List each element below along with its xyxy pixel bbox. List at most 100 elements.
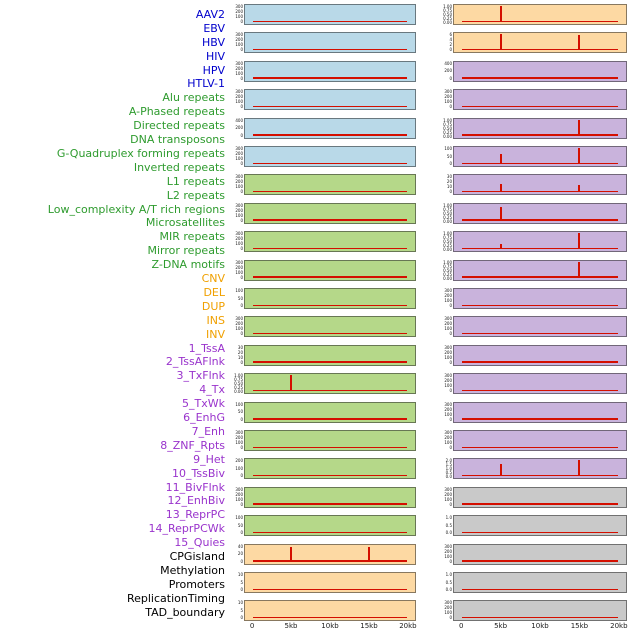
x-axis-tick-right-20kb: 20kb: [610, 622, 628, 630]
y-tick-label: 200: [444, 548, 452, 554]
y-tick-label: 300: [235, 32, 243, 38]
signal-panel-5_TxWk: 30 20 10 0: [447, 174, 627, 196]
signal-baseline: [252, 474, 408, 477]
y-tick-label: 300: [235, 174, 243, 180]
signal-baseline: [461, 389, 619, 392]
x-axis-tick-left-5kb: 5kb: [284, 622, 298, 630]
signal-baseline: [461, 105, 619, 108]
y-axis-tick-labels: 300 200 100 0: [228, 317, 243, 336]
y-tick-label: 300: [235, 430, 243, 435]
y-tick-label: 300: [235, 259, 243, 265]
y-tick-label: 10: [446, 184, 452, 190]
y-tick-label: 1.00: [443, 259, 452, 265]
y-tick-label: 1.00: [443, 231, 452, 237]
x-axis-tick-right-10kb: 10kb: [531, 622, 549, 630]
signal-baseline: [461, 332, 619, 335]
y-tick-label: 0: [449, 359, 452, 365]
signal-baseline: [461, 474, 619, 477]
signal-panel-Alu repeats: 300 200 100 0: [235, 174, 416, 196]
signal-spike-15kb: [577, 119, 580, 136]
y-tick-label: 300: [235, 231, 243, 237]
y-tick-label: 10: [237, 572, 243, 577]
y-tick-label: 100: [235, 42, 243, 48]
y-tick-label: 50: [446, 153, 452, 159]
y-tick-label: 200: [444, 321, 452, 327]
track-label-HTLV-1: HTLV-1: [187, 77, 225, 91]
y-tick-label: 0: [240, 303, 243, 308]
y-tick-label: 300: [235, 202, 243, 208]
y-tick-label: 0.25: [443, 16, 452, 21]
y-tick-label: 0.25: [443, 129, 452, 135]
y-tick-label: 200: [444, 491, 452, 497]
signal-baseline: [252, 560, 408, 562]
y-tick-label: 0.00: [443, 218, 452, 224]
y-tick-label: 200: [235, 151, 243, 156]
y-tick-label: 200: [235, 94, 243, 100]
track-label-DEL: DEL: [203, 285, 225, 299]
y-tick-label: 100: [444, 553, 452, 559]
signal-spike-5kb: [290, 546, 293, 562]
signal-baseline: [252, 162, 408, 164]
signal-baseline: [252, 48, 408, 51]
track-label-14_ReprPCWk: 14_ReprPCWk: [148, 522, 225, 536]
y-tick-label: 0.25: [234, 385, 243, 391]
signal-panel-Methylation: 1.0 0.5 0.0: [446, 515, 627, 537]
signal-baseline: [461, 361, 619, 363]
y-tick-label: 300: [444, 89, 452, 95]
y-axis-tick-labels: 30 20 10 0: [228, 345, 243, 365]
y-tick-label: 0: [449, 388, 452, 394]
y-tick-label: 20: [237, 551, 243, 557]
y-axis-tick-labels: 300 200 100 0: [437, 374, 452, 393]
y-tick-label: 0.50: [443, 267, 452, 273]
y-axis-tick-labels: 300 200 100 0: [437, 90, 452, 109]
y-axis-tick-labels: 300 200 100 0: [228, 90, 243, 109]
x-axis-tick-left-0: 0: [249, 622, 255, 630]
y-tick-label: 100: [444, 298, 452, 303]
signal-spike-5kb: [500, 154, 503, 164]
y-tick-label: 0: [449, 75, 452, 81]
y-tick-label: 100: [235, 70, 243, 76]
track-label-HBV: HBV: [201, 35, 225, 49]
y-axis-tick-labels: 1.0 0.5 0.0: [437, 516, 452, 535]
y-tick-label: 0.00: [234, 389, 243, 395]
y-tick-label: 50: [237, 522, 243, 528]
signal-panel-L1 repeats: 30 20 10 0: [238, 344, 416, 366]
y-tick-label: 300: [235, 316, 243, 322]
signal-spike-5kb: [500, 464, 503, 477]
y-tick-label: 100: [444, 354, 452, 360]
x-axis-tick-right-15kb: 15kb: [570, 622, 589, 630]
signal-panel-L2 repeats: 1.00 0.75 0.50 0.25 0.00: [234, 373, 416, 395]
y-tick-label: 100: [444, 383, 452, 389]
y-tick-label: 0: [449, 615, 452, 621]
signal-spike-15kb: [577, 233, 580, 250]
y-tick-label: 20: [446, 179, 452, 185]
track-label-1_TssA: 1_TssA: [188, 341, 225, 355]
y-tick-label: 100: [444, 496, 452, 502]
signal-panel-6_EnhG: 1.00 0.75 0.50 0.25 0.00: [443, 202, 627, 224]
y-axis-tick-labels: 100 50 0: [228, 402, 243, 422]
y-axis-tick-labels: 1.00 0.75 0.50 0.25 0.00: [228, 374, 243, 395]
track-label-L2 repeats: L2 repeats: [166, 188, 225, 202]
y-tick-label: 0.5: [445, 522, 452, 528]
y-tick-label: 0: [240, 558, 243, 564]
signal-panel-Microsatellites: 300 200 100 0: [235, 430, 416, 451]
y-axis-tick-labels: 1.00 0.75 0.50 0.25 0.00: [437, 203, 452, 224]
y-tick-label: 0: [240, 161, 243, 166]
track-label-L1 repeats: L1 repeats: [166, 174, 225, 188]
y-tick-label: 0.00: [443, 247, 452, 253]
y-tick-label: 300: [444, 373, 452, 379]
y-tick-label: 100: [235, 496, 243, 502]
y-axis-tick-labels: 400 200 0: [228, 118, 243, 138]
y-axis-tick-labels: 300 200 100 0: [437, 487, 452, 507]
signal-panel-CNV: 40 20 0: [238, 543, 416, 565]
signal-baseline: [461, 77, 619, 79]
y-axis-tick-labels: 300 200 100 0: [228, 33, 243, 52]
track-label-Microsatellites: Microsatellites: [145, 216, 225, 230]
y-tick-label: 100: [235, 440, 243, 445]
signal-baseline: [252, 20, 408, 22]
signal-baseline: [461, 503, 619, 505]
y-tick-label: 200: [444, 605, 452, 611]
y-tick-label: 200: [235, 264, 243, 270]
y-tick-label: 100: [235, 156, 243, 161]
